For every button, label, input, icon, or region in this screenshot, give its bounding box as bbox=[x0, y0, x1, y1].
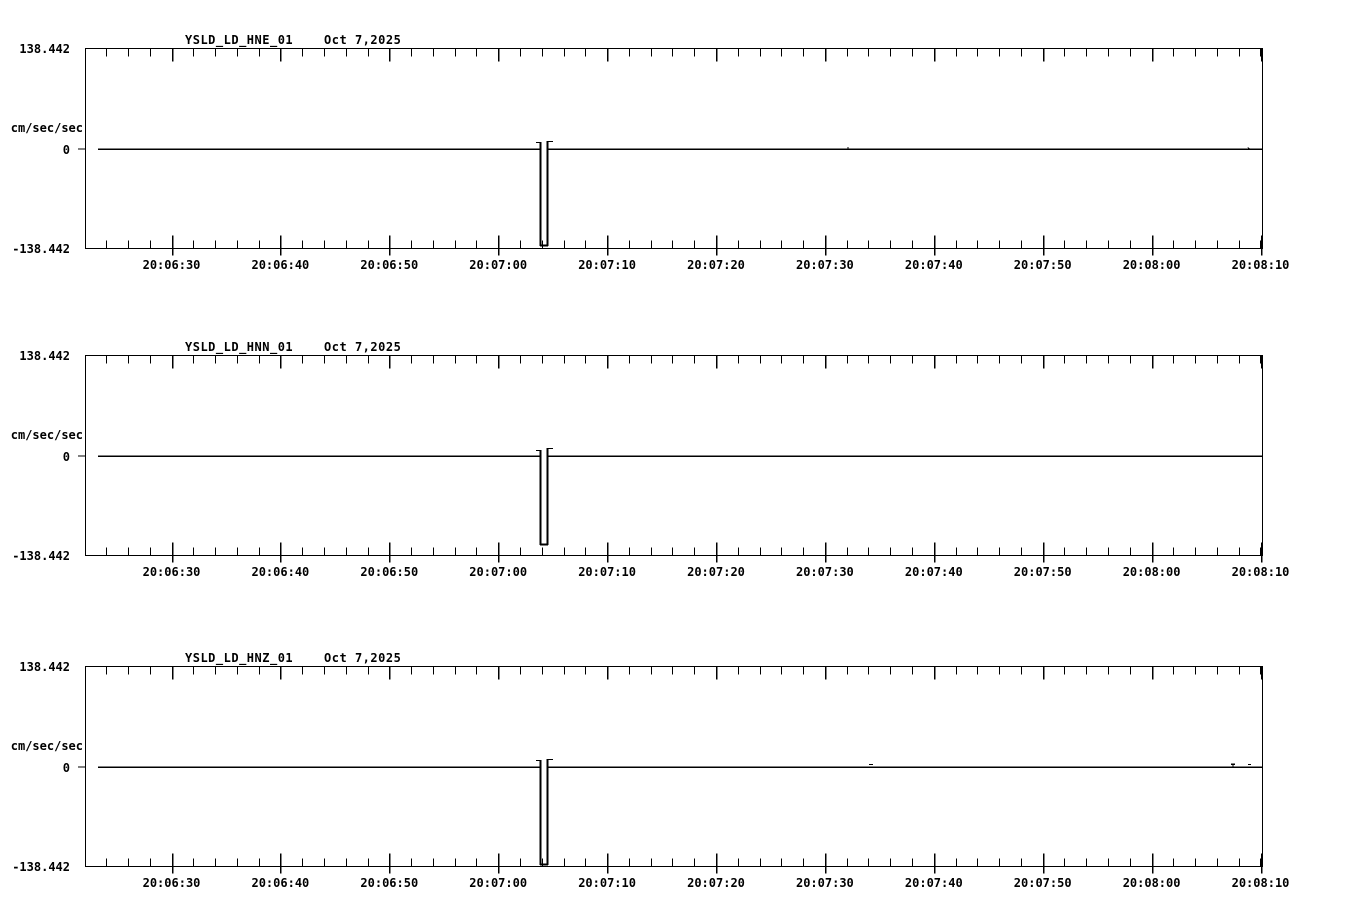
x-axis-tick-label: 20:07:00 bbox=[469, 565, 528, 579]
x-axis-tick-label: 20:06:30 bbox=[142, 565, 201, 579]
x-axis-tick-labels-hnz: 20:06:30 20:06:40 20:06:50 20:07:00 20:07:10… bbox=[0, 876, 1358, 896]
x-axis-tick-label: 20:07:30 bbox=[795, 258, 854, 272]
y-axis-max-label-hne: 138.442 bbox=[19, 42, 70, 56]
x-axis-tick-label: 20:07:50 bbox=[1013, 876, 1072, 890]
y-axis-max-label-hnz: 138.442 bbox=[19, 660, 70, 674]
x-axis-tick-label: 20:07:00 bbox=[469, 876, 528, 890]
plot-frame-hne bbox=[78, 47, 1264, 256]
y-axis-units-label-hne: cm/sec/sec bbox=[10, 121, 83, 135]
x-axis-tick-label: 20:07:30 bbox=[795, 876, 854, 890]
x-axis-tick-label: 20:07:00 bbox=[469, 258, 528, 272]
x-axis-tick-label: 20:07:30 bbox=[795, 565, 854, 579]
y-axis-units-label-hnn: cm/sec/sec bbox=[10, 428, 83, 442]
x-axis-tick-label: 20:06:50 bbox=[360, 258, 419, 272]
x-axis-tick-label: 20:08:10 bbox=[1231, 876, 1290, 890]
y-axis-min-label-hnz: -138.442 bbox=[12, 860, 70, 874]
plot-frame-hnz bbox=[78, 665, 1264, 874]
plot-title-hne: YSLD_LD_HNE_01 Oct 7,2025 bbox=[185, 33, 402, 47]
x-axis-tick-label: 20:06:40 bbox=[251, 258, 310, 272]
x-axis-tick-label: 20:08:00 bbox=[1122, 876, 1181, 890]
x-axis-tick-label: 20:07:20 bbox=[687, 565, 745, 579]
y-axis-zero-label-hnn: 0 bbox=[62, 450, 70, 464]
x-axis-tick-label: 20:06:50 bbox=[360, 565, 419, 579]
x-axis-tick-label: 20:07:20 bbox=[687, 258, 745, 272]
plot-title-hnn: YSLD_LD_HNN_01 Oct 7,2025 bbox=[185, 340, 402, 354]
x-axis-tick-label: 20:06:30 bbox=[142, 876, 201, 890]
x-axis-tick-label: 20:06:30 bbox=[142, 258, 201, 272]
x-axis-tick-label: 20:07:40 bbox=[904, 876, 963, 890]
plot-frame-hnn bbox=[78, 354, 1264, 563]
panel-hne: YSLD_LD_HNE_01 Oct 7,2025 138.442 cm/sec… bbox=[0, 0, 1358, 300]
y-axis-units-label-hnz: cm/sec/sec bbox=[10, 739, 83, 753]
y-axis-min-label-hne: -138.442 bbox=[12, 242, 70, 256]
x-axis-tick-label: 20:08:10 bbox=[1231, 565, 1290, 579]
x-axis-tick-label: 20:07:10 bbox=[578, 876, 636, 890]
x-axis-tick-label: 20:07:10 bbox=[578, 258, 636, 272]
x-axis-tick-labels-hnn: 20:06:30 20:06:40 20:06:50 20:07:00 20:07:10… bbox=[0, 565, 1358, 585]
panel-hnn: YSLD_LD_HNN_01 Oct 7,2025 138.442 cm/sec… bbox=[0, 307, 1358, 607]
x-axis-tick-label: 20:08:00 bbox=[1122, 565, 1181, 579]
x-axis-tick-label: 20:06:40 bbox=[251, 565, 310, 579]
x-axis-tick-label: 20:07:50 bbox=[1013, 258, 1072, 272]
x-axis-tick-label: 20:06:50 bbox=[360, 876, 419, 890]
plot-title-hnz: YSLD_LD_HNZ_01 Oct 7,2025 bbox=[185, 651, 402, 665]
y-axis-max-label-hnn: 138.442 bbox=[19, 349, 70, 363]
x-axis-tick-labels-hne: 20:06:30 20:06:40 20:06:50 20:07:00 20:07:10… bbox=[0, 258, 1358, 278]
x-axis-tick-label: 20:07:20 bbox=[687, 876, 745, 890]
y-axis-min-label-hnn: -138.442 bbox=[12, 549, 70, 563]
x-axis-tick-label: 20:07:40 bbox=[904, 258, 963, 272]
x-axis-tick-label: 20:06:40 bbox=[251, 876, 310, 890]
panel-hnz: YSLD_LD_HNZ_01 Oct 7,2025 138.442 cm/sec… bbox=[0, 618, 1358, 918]
y-axis-zero-label-hne: 0 bbox=[62, 143, 70, 157]
x-axis-tick-label: 20:08:10 bbox=[1231, 258, 1290, 272]
y-axis-zero-label-hnz: 0 bbox=[62, 761, 70, 775]
x-axis-tick-label: 20:07:40 bbox=[904, 565, 963, 579]
x-axis-tick-label: 20:08:00 bbox=[1122, 258, 1181, 272]
x-axis-tick-label: 20:07:50 bbox=[1013, 565, 1072, 579]
x-axis-tick-label: 20:07:10 bbox=[578, 565, 636, 579]
